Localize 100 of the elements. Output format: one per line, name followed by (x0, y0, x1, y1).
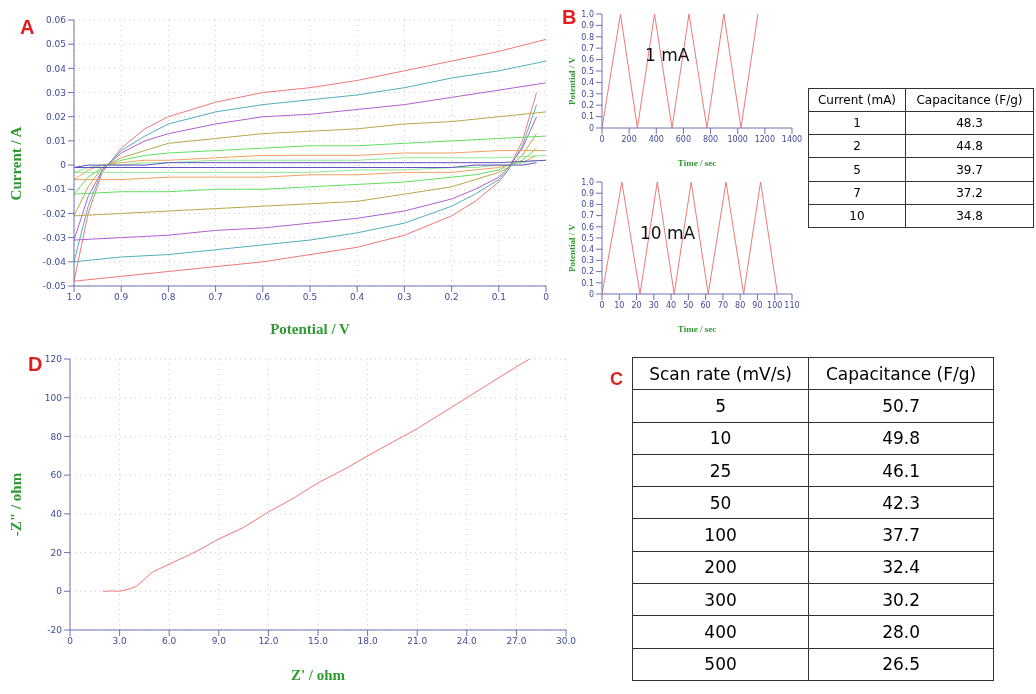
x-tick-label: 0 (67, 636, 74, 647)
text: Capacitance (F/g) (905, 88, 1034, 112)
x-tick-label: 21.0 (407, 636, 428, 647)
text: 2 (808, 134, 906, 158)
x-tick-label: 100 (767, 300, 783, 310)
text: 100 (632, 518, 809, 552)
y-tick-label: 0.06 (45, 15, 67, 26)
y-tick-label: 0.05 (45, 39, 66, 50)
x-tick-label: 400 (648, 134, 664, 144)
text: 42.3 (808, 486, 994, 519)
y-tick-label: 0.2 (581, 267, 594, 277)
y-tick-label: 0.2 (581, 101, 594, 111)
x-tick-label: 1400 (781, 134, 803, 144)
text: 39.7 (905, 157, 1034, 182)
y-tick-label: 120 (44, 354, 63, 365)
x-tick-label: 0 (543, 292, 550, 303)
chart-title: A (20, 16, 35, 39)
text: 49.8 (808, 422, 994, 455)
x-tick-label: 0.7 (208, 292, 223, 303)
y-tick-label: 0.9 (581, 189, 594, 199)
x-tick-label: 24.0 (456, 636, 478, 647)
x-tick-label: 800 (702, 134, 719, 144)
y-tick-label: 0.5 (581, 233, 594, 243)
x-tick-label: 0.5 (302, 292, 318, 303)
y-axis-title: Current / A (7, 126, 25, 200)
y-tick-label: -0.02 (42, 208, 66, 219)
text: 300 (632, 583, 809, 616)
text: 37.7 (808, 518, 994, 552)
x-tick-label: 0.3 (397, 292, 412, 303)
x-tick-label: 90 (752, 300, 763, 310)
text: 44.8 (905, 134, 1034, 158)
y-tick-label: 1.0 (581, 9, 594, 19)
text: 10 (632, 422, 809, 455)
y-tick-label: 0 (588, 123, 594, 133)
y-tick-label: 0.1 (581, 112, 594, 122)
y-tick-label: -0.05 (42, 281, 66, 292)
text: 50.7 (808, 389, 994, 423)
x-tick-label: 6.0 (162, 636, 177, 647)
x-tick-label: 30 (648, 300, 659, 310)
y-tick-label: 0.04 (45, 63, 67, 74)
y-tick-label: -0.03 (42, 232, 66, 243)
text: 34.8 (905, 204, 1034, 228)
y-tick-label: 0.02 (45, 111, 66, 122)
x-axis-title: Z' / ohm (289, 667, 347, 684)
x-tick-label: 0.8 (161, 292, 176, 303)
x-tick-label: 18.0 (357, 636, 378, 647)
x-axis-title: Time / sec (676, 158, 718, 168)
text: 32.4 (808, 551, 994, 584)
x-tick-label: 40 (666, 300, 677, 310)
y-tick-label: -0.01 (42, 184, 66, 195)
text: 30.2 (808, 583, 994, 616)
x-tick-label: 15.0 (307, 636, 329, 647)
chart-title: D (28, 353, 43, 376)
x-tick-label: 0.1 (491, 292, 506, 303)
text: 500 (632, 648, 809, 681)
text: 7 (808, 181, 906, 205)
text: 5 (632, 389, 809, 423)
x-tick-label: 200 (621, 134, 637, 144)
text: 28.0 (808, 615, 994, 649)
x-tick-label: 1.0 (66, 292, 82, 303)
y-tick-label: 0.01 (45, 136, 66, 147)
y-tick-label: 0.4 (581, 78, 594, 88)
x-tick-label: 0 (599, 300, 605, 310)
x-tick-label: 9.0 (211, 636, 227, 647)
x-tick-label: 1200 (754, 134, 776, 144)
y-tick-label: 0.5 (581, 66, 594, 76)
text: 26.5 (808, 648, 994, 681)
y-tick-label: 0.3 (581, 89, 594, 99)
y-tick-label: 0.6 (581, 55, 594, 65)
text: 25 (632, 454, 809, 487)
x-tick-label: 0 (599, 134, 605, 144)
y-tick-label: 0.03 (45, 87, 66, 98)
annotation: 10 mA (640, 223, 696, 243)
text: 1 (808, 111, 906, 135)
y-tick-label: 0.6 (581, 222, 594, 232)
y-tick-label: 0.3 (581, 256, 594, 266)
x-tick-label: 10 (614, 300, 625, 310)
x-tick-label: 0.4 (350, 292, 365, 303)
y-tick-label: 0.7 (581, 211, 594, 221)
x-tick-label: 50 (683, 300, 694, 310)
y-axis-title: -Z" / ohm (7, 472, 25, 537)
y-tick-label: 0.8 (581, 200, 594, 210)
y-tick-label: 0 (56, 586, 63, 597)
x-tick-label: 0.6 (255, 292, 271, 303)
annotation: 1 mA (645, 45, 690, 65)
text: Capacitance (F/g) (808, 357, 994, 390)
x-tick-label: 12.0 (258, 636, 279, 647)
y-tick-label: 0.8 (581, 32, 594, 42)
y-tick-label: 0.4 (581, 245, 594, 255)
y-tick-label: 1.0 (581, 177, 594, 187)
x-tick-label: 600 (675, 134, 692, 144)
x-axis-title: Potential / V (269, 321, 351, 338)
text: 200 (632, 551, 809, 584)
x-tick-label: 0.2 (444, 292, 459, 303)
y-tick-label: 100 (44, 392, 63, 403)
x-tick-label: 80 (735, 300, 746, 310)
y-tick-label: -20 (47, 625, 63, 636)
x-axis-title: Time / sec (676, 324, 718, 334)
x-tick-label: 70 (717, 300, 728, 310)
text: 50 (632, 486, 809, 519)
